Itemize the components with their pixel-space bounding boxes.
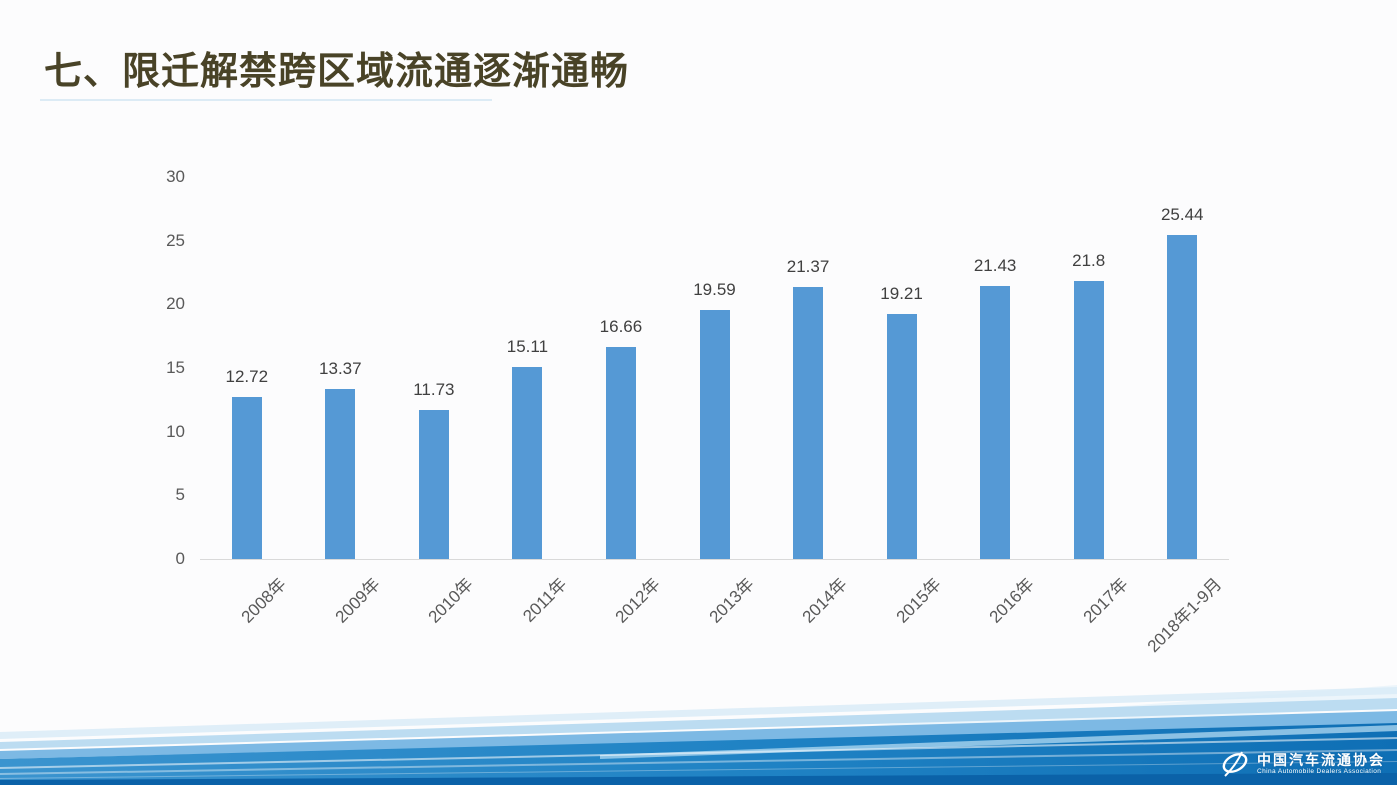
y-axis-tick-label: 25 (166, 230, 185, 250)
x-axis-category-label: 2018年1-9月 (1143, 574, 1226, 657)
y-axis-tick-label: 5 (175, 485, 185, 505)
bar (605, 346, 636, 559)
x-axis-category-label: 2016年 (985, 574, 1039, 627)
bar (512, 366, 543, 559)
bar (699, 309, 730, 559)
y-axis-tick-label: 0 (175, 549, 185, 568)
x-axis-category-label: 2012年 (611, 574, 664, 627)
bar (886, 314, 917, 559)
title-underline (40, 99, 492, 101)
x-axis-category-label: 2015年 (892, 574, 945, 627)
bar (1167, 235, 1198, 559)
bar (1073, 281, 1104, 559)
bar-value-label: 13.37 (319, 358, 362, 378)
bar-value-label: 21.43 (973, 256, 1017, 276)
x-axis-category-label: 2009年 (331, 574, 384, 627)
y-axis-tick-label: 15 (166, 358, 185, 377)
y-axis-tick-label: 10 (166, 421, 185, 441)
bar-value-label: 19.59 (693, 279, 736, 299)
bar-value-label: 11.73 (413, 379, 455, 399)
bar-value-label: 16.66 (599, 316, 643, 336)
x-axis-category-label: 2013年 (705, 574, 758, 627)
bar-value-label: 19.21 (880, 284, 923, 304)
y-axis-tick-label: 20 (166, 294, 185, 314)
bar-value-label: 15.11 (506, 336, 549, 356)
bar (793, 286, 824, 559)
bar-value-label: 21.8 (1072, 251, 1106, 271)
bar (231, 397, 262, 559)
x-axis-category-label: 2010年 (424, 574, 477, 627)
bar-value-label: 21.37 (786, 256, 830, 276)
bar (325, 388, 356, 559)
y-axis-tick-label: 30 (166, 167, 185, 186)
bar (418, 409, 449, 559)
bar-value-label: 25.44 (1160, 205, 1204, 225)
x-axis-line (200, 559, 1229, 560)
slide-title: 七、限迁解禁跨区域流通逐渐通畅 (44, 51, 630, 93)
x-axis-category-label: 2014年 (798, 574, 852, 627)
bar (980, 286, 1011, 559)
x-axis-category-label: 2008年 (237, 574, 290, 627)
x-axis-category-label: 2017年 (1079, 574, 1132, 627)
bar-value-label: 12.72 (225, 367, 269, 387)
x-axis-category-label: 2011年 (519, 574, 571, 626)
